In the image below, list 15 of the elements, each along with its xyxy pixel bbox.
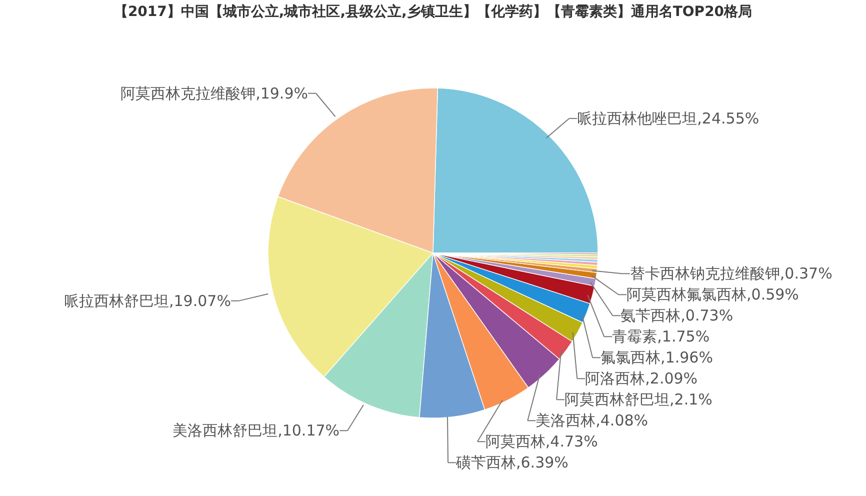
slice-label: 美洛西林舒巴坦,10.17% [172,422,340,440]
slice-label: 氨苄西林,0.73% [620,306,734,325]
slice-label: 阿莫西林舒巴坦,2.1% [564,390,712,409]
slice-label: 阿莫西林克拉维酸钾,19.9% [120,84,308,102]
slice-label: 阿莫西林氟氯西林,0.59% [626,286,799,304]
slice-label: 美洛西林,4.08% [536,412,648,430]
slice-label: 哌拉西林他唑巴坦,24.55% [577,109,760,128]
slice-label: 磺苄西林,6.39% [455,454,568,472]
slice-label: 替卡西林钠克拉维酸钾,0.37% [630,264,832,283]
slice-label: 青霉素,1.75% [612,328,710,346]
slice-label: 阿洛西林,2.09% [585,370,698,388]
slice-label: 哌拉西林舒巴坦,19.07% [64,292,231,310]
slice-label: 阿莫西林,4.73% [485,432,598,451]
slice-label: 氟氯西林,1.96% [600,348,713,367]
chart-title: 【2017】中国【城市公立,城市社区,县级公立,乡镇卫生】【化学药】【青霉素类】通用名TOP20格局 [114,3,752,20]
